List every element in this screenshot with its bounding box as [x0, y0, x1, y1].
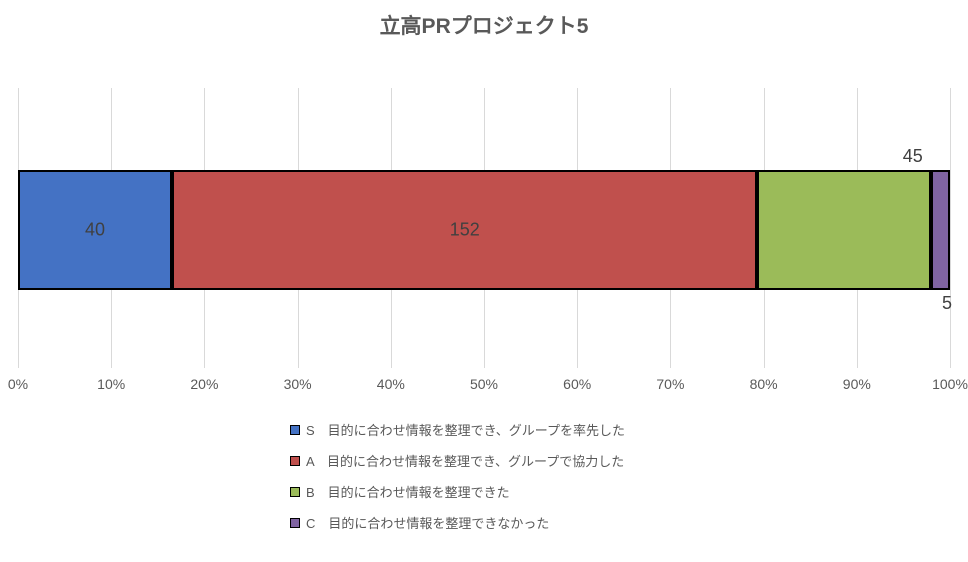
- legend-item-B: B 目的に合わせ情報を整理できた: [290, 482, 625, 501]
- bar-segment-S: 40: [18, 170, 172, 290]
- legend-swatch-B: [290, 487, 300, 497]
- bar-segment-C: 5: [931, 170, 950, 290]
- chart-container: 立高PRプロジェクト5 40152455 0%10%20%30%40%50%60…: [0, 0, 968, 562]
- legend: S 目的に合わせ情報を整理でき、グループを率先した A 目的に合わせ情報を整理でき…: [290, 420, 625, 544]
- plot-area: 40152455: [18, 88, 950, 368]
- legend-item-S: S 目的に合わせ情報を整理でき、グループを率先した: [290, 420, 625, 439]
- bar-segment-label-S: 40: [85, 220, 105, 241]
- legend-item-A: A 目的に合わせ情報を整理でき、グループで協力した: [290, 451, 625, 470]
- legend-swatch-A: [290, 456, 300, 466]
- bar-segment-B: 45: [757, 170, 930, 290]
- legend-text-C: C 目的に合わせ情報を整理できなかった: [306, 513, 549, 532]
- legend-text-B: B 目的に合わせ情報を整理できた: [306, 482, 510, 501]
- bar-segment-label-C: 5: [942, 293, 952, 314]
- legend-text-A: A 目的に合わせ情報を整理でき、グループで協力した: [306, 451, 624, 470]
- x-tick-label: 0%: [8, 376, 28, 392]
- legend-swatch-C: [290, 518, 300, 528]
- x-tick-label: 40%: [377, 376, 405, 392]
- legend-text-S: S 目的に合わせ情報を整理でき、グループを率先した: [306, 420, 625, 439]
- gridline: [950, 88, 951, 368]
- bar-segment-label-A: 152: [450, 220, 480, 241]
- stacked-bar: 40 152 455: [18, 170, 950, 290]
- x-tick-label: 90%: [843, 376, 871, 392]
- x-tick-label: 70%: [656, 376, 684, 392]
- x-tick-label: 60%: [563, 376, 591, 392]
- x-tick-label: 80%: [750, 376, 778, 392]
- chart-title: 立高PRプロジェクト5: [0, 10, 968, 40]
- bar-segment-label-B: 45: [903, 146, 923, 167]
- x-tick-label: 10%: [97, 376, 125, 392]
- x-tick-label: 30%: [284, 376, 312, 392]
- legend-item-C: C 目的に合わせ情報を整理できなかった: [290, 513, 625, 532]
- bar-segment-A: 152: [172, 170, 757, 290]
- legend-swatch-S: [290, 425, 300, 435]
- x-tick-label: 100%: [932, 376, 968, 392]
- x-tick-label: 20%: [190, 376, 218, 392]
- x-tick-label: 50%: [470, 376, 498, 392]
